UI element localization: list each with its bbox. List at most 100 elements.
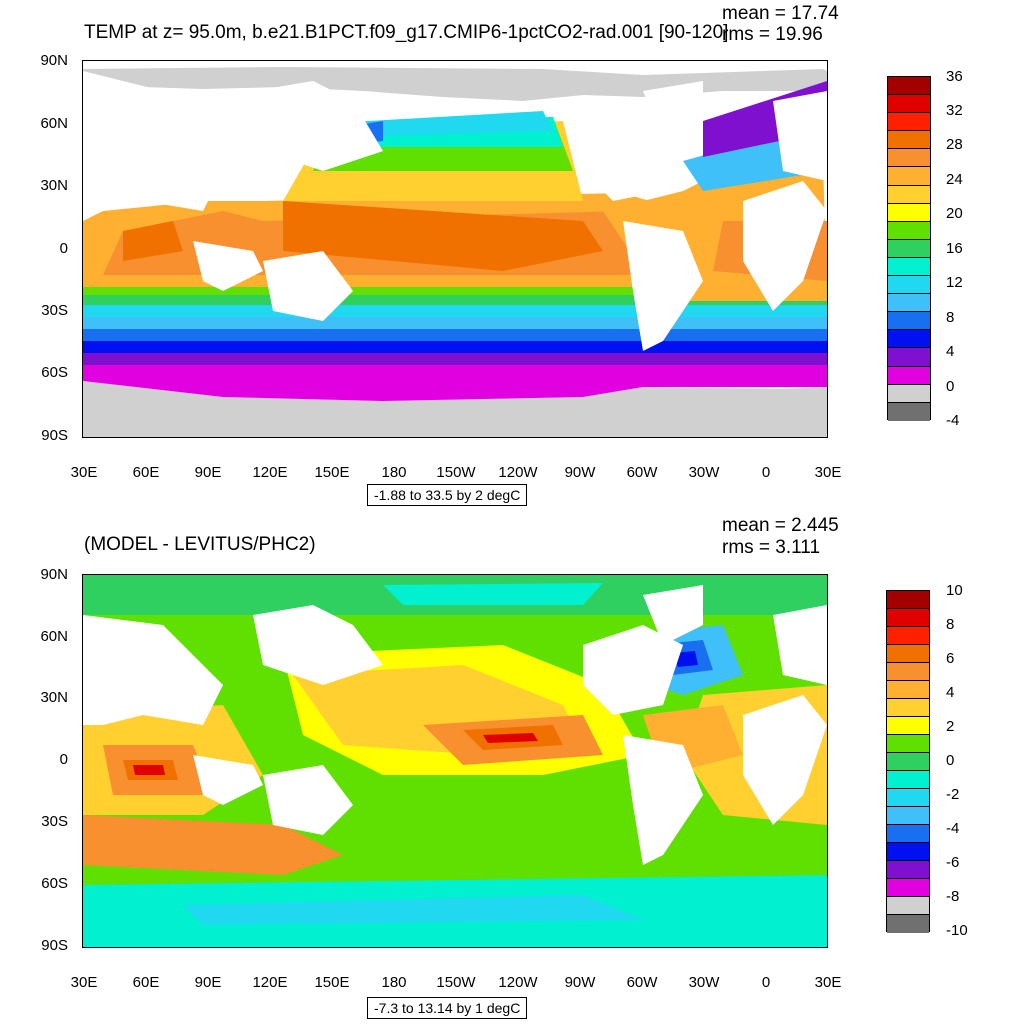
top-colorbar-swatch <box>888 312 930 331</box>
top-colorbar-swatch <box>888 149 930 168</box>
bottom-colorbar-label: 0 <box>946 752 955 769</box>
top-map-plot <box>82 60 828 438</box>
bottom-lon-label: 0 <box>761 974 771 991</box>
bottom-colorbar-swatch <box>887 699 929 717</box>
bottom-colorbar-swatch <box>887 807 929 825</box>
bottom-lat-label: 60N <box>40 628 68 645</box>
bottom-colorbar-swatch <box>887 627 929 645</box>
top-colorbar-labels: 36 32 28 24 20 16 12 8 4 0 -4 <box>946 0 1006 512</box>
bottom-colorbar-swatch <box>887 789 929 807</box>
top-colorbar-label: 4 <box>946 343 955 360</box>
top-rms: rms = 19.96 <box>722 24 823 45</box>
bottom-lon-label: 30W <box>688 974 720 991</box>
top-colorbar-swatch <box>888 366 930 385</box>
top-lat-label: 60N <box>40 115 68 132</box>
top-lon-label: 180 <box>381 464 407 481</box>
top-colorbar-label: 0 <box>946 378 955 395</box>
top-lon-label: 0 <box>761 464 771 481</box>
bottom-lat-label: 90N <box>40 566 68 583</box>
bottom-colorbar-swatch <box>887 861 929 879</box>
bottom-lat-label: 90S <box>41 937 68 954</box>
top-colorbar-swatch <box>888 276 930 295</box>
bottom-lon-label: 180 <box>381 974 407 991</box>
top-lat-label: 0 <box>59 240 68 257</box>
bottom-colorbar-swatch <box>887 717 929 735</box>
bottom-lon-label: 150W <box>436 974 476 991</box>
top-colorbar-swatch <box>888 203 930 222</box>
bottom-lon-label: 120E <box>252 974 288 991</box>
bottom-lon-label: 90W <box>564 974 596 991</box>
top-colorbar-label: 24 <box>946 171 963 188</box>
top-colorbar-swatch <box>888 348 930 367</box>
bottom-lon-label: 30E <box>814 974 842 991</box>
bottom-colorbar-swatch <box>887 663 929 681</box>
top-colorbar-swatch <box>888 402 930 421</box>
bottom-colorbar-label: -8 <box>946 888 960 905</box>
top-colorbar-swatch <box>888 95 930 114</box>
bottom-lat-label: 60S <box>41 875 68 892</box>
top-lat-label: 90N <box>40 52 68 69</box>
bottom-colorbar-swatch <box>887 735 929 753</box>
bottom-lat-label: 0 <box>59 751 68 768</box>
bottom-lon-label: 120W <box>498 974 538 991</box>
top-mean: mean = 17.74 <box>722 3 839 24</box>
top-lon-label: 30W <box>688 464 720 481</box>
top-colorbar-label: 16 <box>946 240 963 257</box>
bottom-lon-label: 60W <box>626 974 658 991</box>
bottom-colorbar-swatch <box>887 591 929 609</box>
top-colorbar-label: 20 <box>946 205 963 222</box>
bottom-colorbar-swatch <box>887 609 929 627</box>
bottom-colorbar-swatch <box>887 879 929 897</box>
bottom-colorbar-label: -10 <box>946 922 968 939</box>
bottom-lat-label: 30N <box>40 689 68 706</box>
top-lat-label: 60S <box>41 364 68 381</box>
top-colorbar-label: 32 <box>946 102 963 119</box>
top-colorbar-label: 28 <box>946 136 963 153</box>
top-colorbar-swatch <box>888 294 930 313</box>
bottom-contour-info: -7.3 to 13.14 by 1 degC <box>367 997 528 1019</box>
bottom-rms: rms = 3.111 <box>722 537 821 558</box>
top-lon-label: 30E <box>814 464 842 481</box>
bottom-lat-label: 30S <box>41 813 68 830</box>
top-colorbar-swatch <box>888 239 930 258</box>
top-lat-label: 30S <box>41 302 68 319</box>
bottom-map-svg <box>83 575 827 947</box>
bottom-map-title: (MODEL - LEVITUS/PHC2) <box>84 534 316 555</box>
top-map-svg <box>83 61 827 437</box>
top-lat-label: 90S <box>41 427 68 444</box>
top-colorbar <box>887 76 931 421</box>
bottom-colorbar-swatch <box>887 843 929 861</box>
bottom-colorbar-label: 2 <box>946 718 955 735</box>
bottom-lon-label: 90E <box>194 974 222 991</box>
bottom-lon-label: 30E <box>70 974 98 991</box>
top-colorbar-swatch <box>888 77 930 96</box>
bottom-colorbar-label: 6 <box>946 650 955 667</box>
top-map-title: TEMP at z= 95.0m, b.e21.B1PCT.f09_g17.CM… <box>84 22 729 43</box>
top-colorbar-swatch <box>888 384 930 403</box>
top-contour-info: -1.88 to 33.5 by 2 degC <box>367 484 528 506</box>
top-panel: mean = 17.74 rms = 19.96 TEMP at z= 95.0… <box>40 0 1006 512</box>
bottom-colorbar-label: 8 <box>946 616 955 633</box>
bottom-colorbar <box>886 590 930 933</box>
bottom-map-plot <box>82 574 828 948</box>
top-colorbar-label: 8 <box>946 309 955 326</box>
bottom-panel: mean = 2.445 rms = 3.111 (MODEL - LEVITU… <box>0 512 1024 1024</box>
bottom-colorbar-label: 4 <box>946 684 955 701</box>
top-colorbar-swatch <box>888 131 930 150</box>
bottom-lon-label: 150E <box>314 974 350 991</box>
bottom-colorbar-swatch <box>887 753 929 771</box>
top-colorbar-swatch <box>888 167 930 186</box>
top-lat-label: 30N <box>40 177 68 194</box>
top-colorbar-swatch <box>888 185 930 204</box>
bottom-colorbar-label: 10 <box>946 582 963 599</box>
top-lon-label: 90W <box>564 464 596 481</box>
bottom-colorbar-swatch <box>887 897 929 915</box>
bottom-colorbar-label: -6 <box>946 854 960 871</box>
top-lon-label: 60W <box>626 464 658 481</box>
top-colorbar-label: 36 <box>946 68 963 85</box>
bottom-colorbar-swatch <box>887 681 929 699</box>
top-colorbar-swatch <box>888 113 930 132</box>
bottom-colorbar-swatch <box>887 645 929 663</box>
top-colorbar-swatch <box>888 330 930 349</box>
bottom-colorbar-swatch <box>887 771 929 789</box>
